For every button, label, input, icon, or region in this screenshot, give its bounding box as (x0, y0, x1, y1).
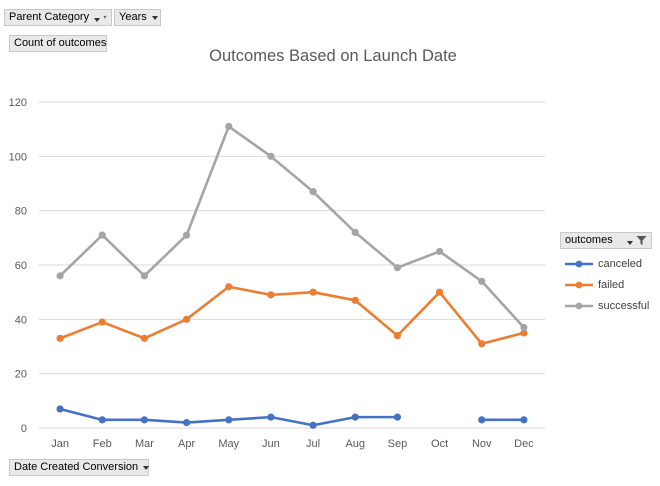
y-tick-label: 0 (21, 423, 27, 435)
x-tick-label: Aug (345, 438, 365, 450)
x-tick-label: Feb (93, 438, 112, 450)
chevron-down-icon (627, 241, 633, 245)
data-point-canceled (478, 416, 486, 424)
data-point-successful (182, 231, 191, 239)
data-point-successful (140, 272, 149, 280)
data-point-successful (225, 122, 233, 131)
data-point-failed (225, 283, 233, 291)
data-point-canceled (393, 413, 402, 421)
x-tick-label: Dec (514, 438, 534, 450)
legend-item-failed: failed (560, 274, 652, 295)
data-point-successful (435, 247, 444, 256)
filter-icon (636, 236, 647, 245)
data-point-successful (478, 277, 486, 285)
data-point-failed (520, 329, 528, 337)
axis-field-button[interactable]: Date Created Conversion (9, 459, 150, 476)
y-tick-label: 60 (15, 260, 27, 272)
series-line-successful (59, 125, 525, 329)
data-point-canceled (56, 405, 64, 413)
data-point-successful (309, 188, 317, 196)
y-tick-label: 40 (15, 314, 27, 326)
data-point-canceled (351, 413, 359, 421)
y-tick-label: 100 (9, 151, 27, 163)
data-point-failed (478, 340, 486, 348)
value-field-label: Count of outcomes (14, 37, 107, 49)
data-point-failed (98, 318, 106, 326)
parent-category-filter-button[interactable]: Parent Category (4, 9, 112, 26)
data-point-canceled (225, 416, 233, 424)
value-field-button[interactable]: Count of outcomes (9, 35, 107, 52)
legend-label: canceled (598, 257, 643, 270)
filter-icon (103, 15, 107, 20)
data-point-successful (98, 231, 106, 239)
legend-label: successful (598, 299, 650, 312)
data-point-canceled (182, 418, 191, 427)
legend-field-label: outcomes (565, 234, 613, 246)
legend-swatch (565, 281, 593, 288)
legend-label: failed (598, 278, 625, 291)
x-tick-label: Sep (388, 438, 408, 450)
chart-title: Outcomes Based on Launch Date (209, 47, 457, 65)
data-point-successful (393, 264, 402, 272)
x-tick-label: Jan (51, 438, 69, 450)
chevron-down-icon (151, 15, 158, 20)
legend-swatch (565, 260, 593, 267)
data-point-failed (56, 334, 64, 342)
x-tick-label: Nov (472, 438, 492, 450)
x-tick-label: Jun (262, 438, 280, 450)
legend-field-button[interactable]: outcomes (560, 232, 652, 249)
data-point-failed (351, 296, 359, 304)
x-tick-label: Jul (306, 438, 320, 450)
legend-item-successful: successful (560, 295, 652, 316)
data-point-failed (140, 334, 149, 342)
y-tick-label: 20 (15, 369, 27, 381)
y-tick-label: 80 (15, 206, 27, 218)
parent-category-label: Parent Category (9, 11, 90, 23)
legend-item-canceled: canceled (560, 253, 652, 274)
data-point-canceled (140, 416, 149, 424)
data-point-successful (267, 152, 275, 160)
x-tick-label: Apr (178, 438, 195, 450)
years-label: Years (119, 11, 147, 23)
data-point-successful (351, 228, 359, 236)
data-point-failed (435, 288, 444, 296)
data-point-failed (309, 288, 317, 296)
data-point-successful (520, 323, 528, 332)
chevron-down-icon (94, 18, 101, 22)
x-tick-label: May (218, 438, 239, 450)
legend-swatch (565, 302, 593, 309)
data-point-canceled (309, 421, 317, 429)
data-point-canceled (520, 416, 528, 424)
axis-field-label: Date Created Conversion (14, 461, 139, 473)
x-tick-label: Oct (431, 438, 448, 450)
years-filter-button[interactable]: Years (114, 9, 161, 26)
data-point-canceled (98, 416, 106, 424)
data-point-canceled (267, 413, 275, 421)
x-tick-label: Mar (135, 438, 154, 450)
series-line-failed (59, 285, 525, 346)
data-point-failed (267, 291, 275, 299)
legend: outcomes canceled failed successful (560, 232, 652, 316)
chevron-down-icon (143, 465, 150, 470)
y-tick-label: 120 (9, 97, 27, 109)
data-point-successful (56, 272, 64, 280)
data-point-failed (182, 315, 191, 323)
data-point-failed (393, 332, 402, 340)
